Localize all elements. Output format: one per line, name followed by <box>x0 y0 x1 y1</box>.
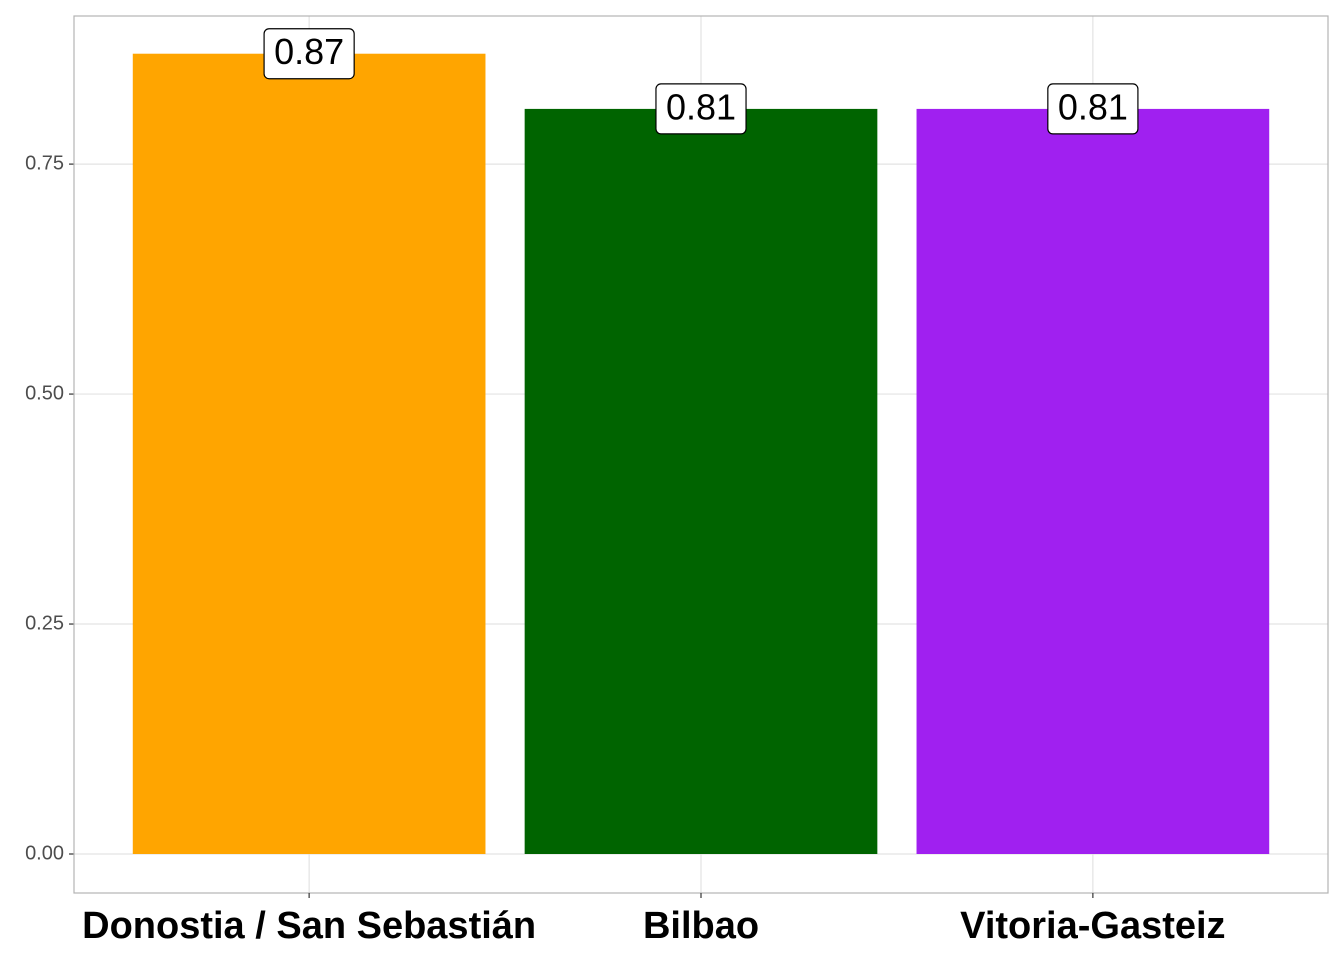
x-tick-label: Donostia / San Sebastián <box>82 905 536 947</box>
value-label: 0.87 <box>274 31 344 72</box>
value-label-box <box>655 83 747 135</box>
value-label: 0.81 <box>666 86 736 127</box>
y-tick-label: 0.50 <box>25 382 64 404</box>
x-tick-label: Bilbao <box>643 905 759 947</box>
value-label-box <box>1047 83 1139 135</box>
value-label-box <box>263 28 355 80</box>
y-tick-label: 0.75 <box>25 152 64 174</box>
bar <box>524 108 878 854</box>
value-label: 0.81 <box>1058 86 1128 127</box>
bar <box>916 108 1270 854</box>
bar <box>132 53 486 854</box>
x-tick-label: Vitoria-Gasteiz <box>960 905 1225 947</box>
y-tick-label: 0.25 <box>25 612 64 634</box>
y-tick-label: 0.00 <box>25 842 64 864</box>
